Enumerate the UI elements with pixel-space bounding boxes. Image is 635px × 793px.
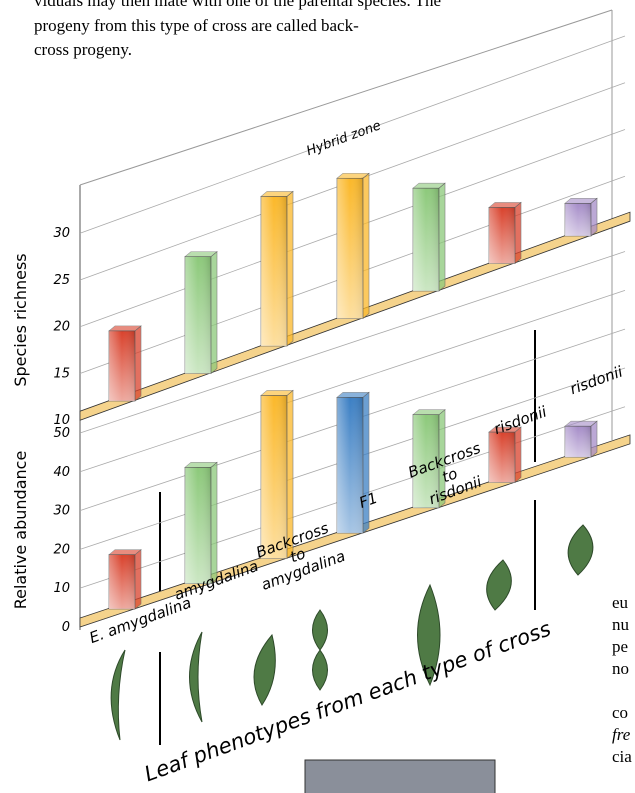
y-tick-label: 0	[62, 620, 70, 635]
bar-side	[134, 549, 142, 610]
side-text: cia	[612, 747, 632, 766]
bar-top	[412, 182, 446, 189]
paragraph-line: cross progeny.	[34, 40, 132, 59]
y-tick-label: 20	[53, 542, 70, 557]
bar-fade	[109, 554, 135, 609]
bar-top	[184, 251, 218, 257]
grid-line	[79, 251, 626, 434]
y-axis-title: Relative abundance	[11, 451, 30, 610]
y-tick-label: 15	[53, 366, 70, 381]
side-text: no	[612, 659, 629, 678]
y-tick-label: 10	[53, 413, 70, 428]
bar-fade	[565, 426, 591, 458]
bar-side	[286, 190, 294, 347]
y-tick-label: 40	[53, 465, 70, 480]
leaf	[486, 559, 512, 611]
bar-top	[564, 420, 598, 427]
y-tick-label: 30	[53, 226, 70, 241]
bar-side	[134, 325, 142, 402]
photo-thumbnail	[304, 759, 496, 793]
x-tick-label: F1	[357, 489, 380, 512]
leaf	[189, 631, 203, 723]
y-tick-label: 10	[53, 581, 70, 596]
y-tick-label: 30	[53, 504, 70, 519]
leaf-icons	[110, 524, 594, 741]
bar-top	[260, 191, 294, 197]
bar-fade	[337, 178, 363, 319]
grid-line	[79, 289, 626, 473]
side-text: nu	[612, 615, 630, 634]
leaf	[567, 524, 594, 576]
bar-side	[590, 420, 598, 458]
bar-fade	[261, 395, 287, 559]
bar-top	[488, 426, 522, 433]
bar-side	[590, 197, 598, 237]
bar-fade	[489, 207, 515, 264]
annotation: Hybrid zone	[305, 118, 383, 159]
bar-side	[514, 201, 522, 265]
bar-fade	[109, 330, 135, 401]
bar-top	[260, 390, 294, 396]
bar-fade	[565, 203, 591, 236]
paragraph-line: progeny from this type of cross are call…	[34, 16, 359, 35]
bar-side	[438, 182, 446, 292]
y-tick-label: 25	[53, 273, 70, 288]
bar-fade	[413, 188, 439, 291]
bar-top	[108, 549, 142, 555]
bar-top	[412, 409, 446, 415]
frame-line	[79, 9, 613, 186]
bar-top	[564, 197, 598, 204]
y-tick-label: 20	[53, 320, 70, 335]
leaf	[253, 633, 276, 706]
bar-side	[514, 426, 522, 484]
leaf	[312, 609, 328, 691]
bar-top	[488, 202, 522, 208]
leaf	[110, 649, 126, 741]
bar-side	[210, 250, 218, 375]
bar-top	[336, 172, 370, 179]
bar-top	[108, 325, 142, 332]
bar-top	[336, 391, 370, 398]
side-text: fre	[612, 725, 631, 744]
bar-fade	[185, 256, 211, 374]
bar-fade	[185, 467, 211, 584]
x-tick-label-line: to	[440, 464, 460, 486]
bar-fade	[489, 432, 515, 483]
bar-top	[184, 461, 218, 468]
bar-fade	[413, 414, 439, 508]
bar-side	[362, 172, 370, 320]
bar-fade	[261, 196, 287, 346]
bar-side	[362, 391, 370, 534]
bar-side	[210, 461, 218, 585]
side-text: pe	[612, 637, 628, 656]
leaf	[417, 583, 441, 687]
x-tick-label: risdonii	[568, 362, 626, 398]
paragraph-line: viduals may then mate with one of the pa…	[34, 0, 441, 10]
side-text: co	[612, 703, 628, 722]
side-text: eu	[612, 593, 629, 612]
y-tick-label: 50	[53, 426, 70, 441]
bar-fade	[337, 397, 363, 534]
y-axis-title: Species richness	[11, 253, 30, 386]
grid-line	[79, 35, 626, 234]
x-tick-label-line: to	[288, 544, 308, 566]
